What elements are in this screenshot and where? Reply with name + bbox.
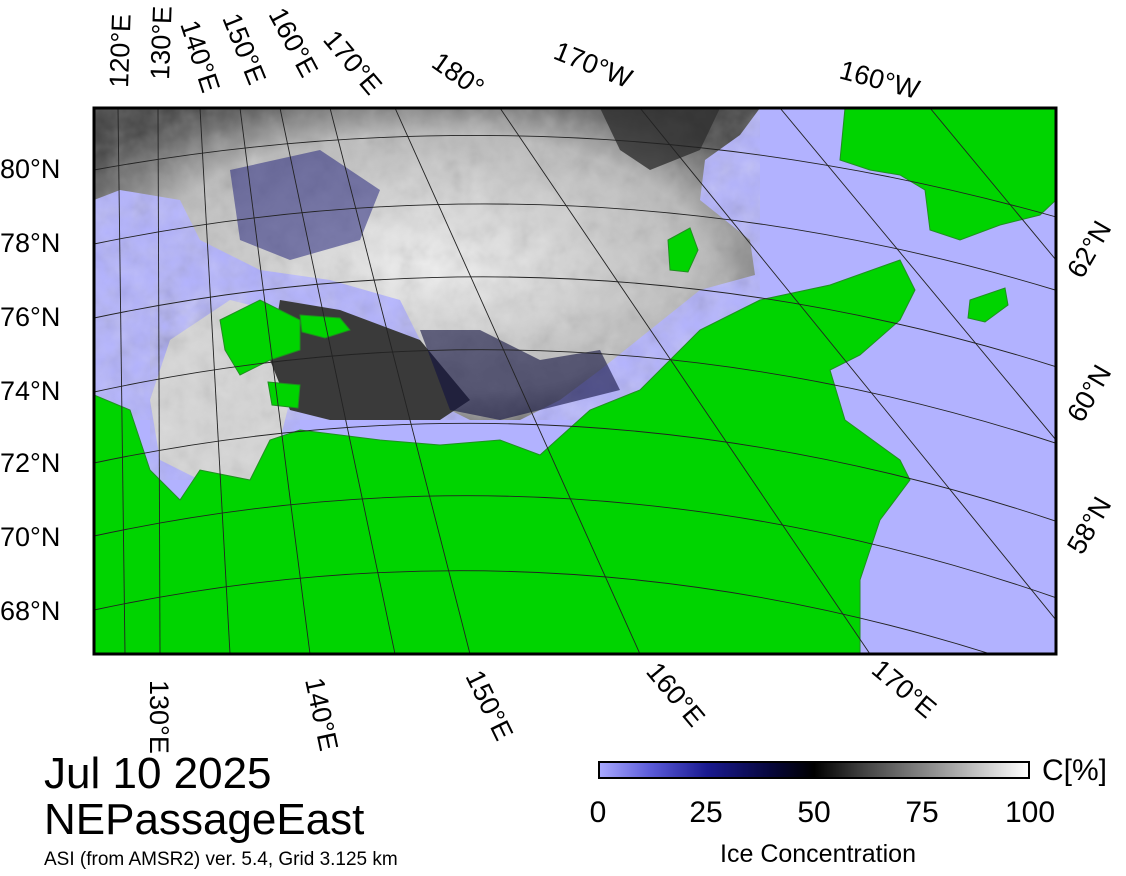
land-island (967, 287, 1009, 323)
lon-label-top: 150°E (216, 9, 271, 89)
map-frame (92, 106, 1058, 656)
colorbar-title: Ice Concentration (720, 840, 916, 868)
lat-label-right: 60°N (1061, 360, 1117, 427)
colorbar-tick-label: 50 (797, 796, 831, 829)
lon-label-top: 180° (427, 46, 490, 103)
colorbar-tick-label: 100 (1004, 796, 1056, 829)
colorbar-tick-label: 25 (689, 796, 723, 829)
lat-label-left: 80°N (0, 154, 60, 184)
lat-label-right: 58°N (1061, 492, 1117, 559)
lon-label-top: 130°E (145, 5, 178, 80)
colorbar-tick-label: 75 (905, 796, 939, 829)
colorbar-tick-label: 0 (589, 796, 607, 829)
colorbar-unit-label: C[%] (1042, 754, 1108, 787)
lat-label-left: 76°N (0, 302, 60, 332)
map-region-title: NEPassageEast (44, 795, 365, 844)
lon-label-top: 120°E (104, 13, 137, 88)
land-wrangel-island (667, 227, 699, 273)
lon-label-bottom: 160°E (640, 657, 710, 733)
land-alaska (839, 108, 1056, 241)
lat-label-left: 74°N (0, 376, 60, 406)
lat-label-right: 62°N (1061, 216, 1117, 283)
ice-concentration-colorbar (598, 761, 1030, 779)
lon-label-top: 160°W (836, 55, 923, 105)
lat-label-left: 72°N (0, 448, 60, 478)
longitude-graticule (117, 108, 1056, 654)
data-source-note: ASI (from AMSR2) ver. 5.4, Grid 3.125 km (44, 849, 398, 870)
map-date-title: Jul 10 2025 (44, 749, 272, 798)
lon-label-bottom: 170°E (866, 654, 942, 724)
lat-label-left: 70°N (0, 522, 60, 552)
sea-ice (94, 108, 760, 480)
land-siberia (94, 259, 916, 654)
lon-label-top: 170°W (550, 36, 637, 94)
land-island (267, 381, 301, 409)
lon-label-top: 170°E (317, 25, 387, 101)
lat-label-left: 78°N (0, 228, 60, 258)
lon-label-top: 140°E (174, 17, 225, 97)
lon-label-bottom: 150°E (460, 665, 519, 745)
lat-label-left: 68°N (0, 596, 60, 626)
lon-label-bottom: 130°E (144, 680, 174, 754)
latitude-graticule (94, 135, 1056, 654)
lon-label-bottom: 140°E (299, 675, 344, 753)
land-new-siberian-islands (219, 299, 301, 376)
land-island (299, 314, 351, 339)
lon-label-top: 160°E (263, 3, 324, 82)
